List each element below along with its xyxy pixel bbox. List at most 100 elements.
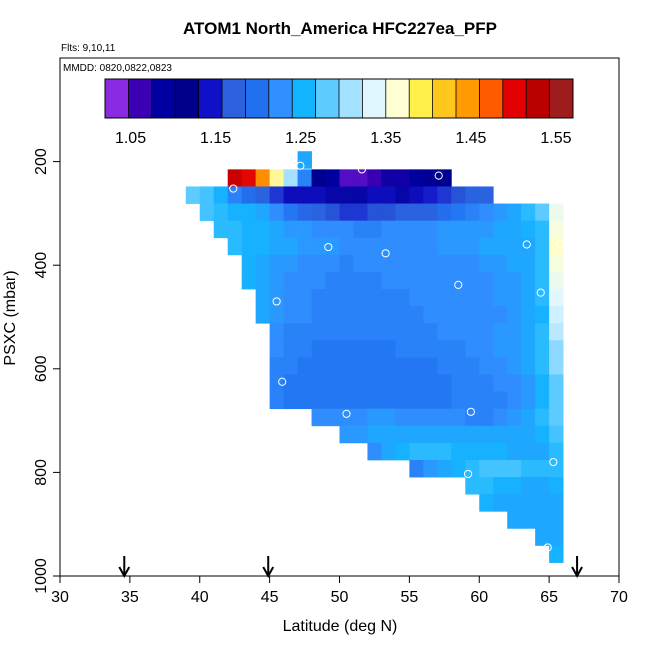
heatmap-cell [521, 323, 536, 341]
heatmap-cell [507, 340, 522, 358]
heatmap-cell [325, 357, 340, 375]
heatmap-cell [521, 340, 536, 358]
heatmap-cell [325, 391, 340, 410]
sample-marker [324, 242, 333, 252]
heatmap-cell [339, 391, 354, 410]
x-tick-label: 30 [51, 589, 69, 606]
heatmap-cell [297, 203, 312, 222]
heatmap-cell [507, 391, 522, 410]
heatmap-cell [381, 169, 396, 187]
heatmap-cell [227, 220, 243, 239]
heatmap-cell [367, 374, 382, 392]
heatmap-cell [437, 203, 452, 222]
heatmap-cell [493, 340, 508, 358]
heatmap-cell [549, 459, 564, 478]
heatmap-cell [423, 442, 438, 461]
heatmap-cell [521, 511, 536, 529]
heatmap-cell [283, 306, 298, 324]
heatmap-cell [423, 306, 438, 324]
heatmap-cell [325, 374, 340, 392]
heatmap-cell [493, 203, 508, 222]
heatmap-cell [507, 442, 522, 461]
heatmap-cell [409, 271, 424, 290]
heatmap-cell [395, 254, 410, 273]
heatmap-cell [479, 442, 494, 461]
heatmap-cell [423, 408, 438, 427]
x-tick-label: 35 [121, 589, 139, 606]
heatmap-cell [549, 271, 564, 290]
colorbar-swatch [175, 79, 199, 118]
heatmap-cell [479, 391, 494, 410]
heatmap-cell [493, 477, 508, 495]
heatmap-cell [381, 289, 396, 307]
x-tick-label: 50 [331, 589, 349, 606]
heatmap-cell [549, 306, 564, 324]
x-axis-label: Latitude (deg N) [283, 618, 398, 635]
heatmap-cell [409, 391, 424, 410]
heatmap-cell [479, 254, 494, 273]
y-tick-label: 200 [33, 148, 50, 175]
heatmap-cell [493, 442, 508, 461]
heatmap-cell [367, 306, 382, 324]
heatmap-cell [283, 374, 298, 392]
heatmap-cell [213, 186, 229, 204]
heatmap-cell [437, 254, 452, 273]
heatmap-cell [283, 323, 298, 341]
heatmap-cell [395, 289, 410, 307]
heatmap-cell [465, 254, 480, 273]
heatmap-cell [395, 237, 410, 256]
heatmap-cell [367, 169, 382, 187]
heatmap-cell [535, 408, 550, 427]
y-tick-label: 800 [33, 459, 50, 486]
colorbar-swatch [105, 79, 129, 118]
heatmap-cell [465, 340, 480, 358]
heatmap-cell [367, 442, 382, 461]
heatmap-cell [535, 289, 550, 307]
heatmap-cell [549, 220, 564, 239]
heatmap-cell [437, 306, 452, 324]
heatmap-cell [451, 254, 466, 273]
heatmap-cell [423, 254, 438, 273]
heatmap-cell [353, 271, 368, 290]
heatmap-cell [213, 220, 229, 239]
heatmap-cell [507, 408, 522, 427]
heatmap-cell [493, 357, 508, 375]
heatmap-cell [465, 203, 480, 222]
heatmap-cell [381, 237, 396, 256]
heatmap-cell [479, 494, 494, 512]
sample-marker [549, 457, 558, 467]
heatmap-cell [493, 408, 508, 427]
heatmap-cell [423, 425, 438, 444]
data-cells [185, 151, 564, 563]
colorbar-swatch [502, 79, 527, 118]
colorbar-swatch [292, 79, 316, 118]
heatmap-cell [353, 391, 368, 410]
heatmap-cell [465, 408, 480, 427]
heatmap-cell [549, 254, 564, 273]
colorbar-tick-label: 1.05 [115, 130, 146, 147]
heatmap-cell [297, 220, 312, 239]
heatmap-cell [381, 340, 396, 358]
heatmap-cell [465, 374, 480, 392]
heatmap-cell [311, 408, 326, 427]
heatmap-cell [465, 477, 480, 495]
heatmap-cell [451, 442, 466, 461]
heatmap-cell [241, 186, 257, 204]
heatmap-cell [339, 425, 354, 444]
heatmap-cell [367, 289, 382, 307]
heatmap-cell [353, 340, 368, 358]
heatmap-cell [395, 323, 410, 341]
heatmap-cell [437, 289, 452, 307]
heatmap-cell [535, 459, 550, 478]
heatmap-cell [549, 374, 564, 392]
heatmap-cell [409, 323, 424, 341]
heatmap-cell [535, 220, 550, 239]
heatmap-cell [437, 374, 452, 392]
heatmap-cell [493, 494, 508, 512]
heatmap-cell [535, 374, 550, 392]
heatmap-cell [493, 220, 508, 239]
heatmap-cell [353, 186, 368, 204]
heatmap-cell [283, 237, 298, 256]
sample-marker [454, 280, 463, 289]
heatmap-cell [339, 203, 354, 222]
